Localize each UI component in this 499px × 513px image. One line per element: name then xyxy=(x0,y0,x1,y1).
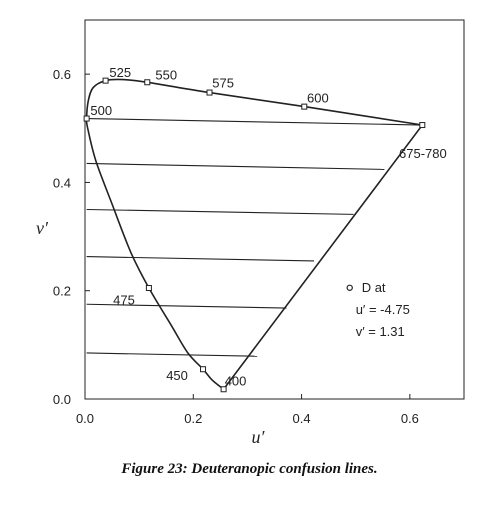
wavelength-marker xyxy=(301,103,308,110)
annotation-line: v′ = 1.31 xyxy=(356,324,405,339)
x-tick-label: 0.4 xyxy=(293,411,311,426)
x-tick-label: 0.0 xyxy=(76,411,94,426)
y-tick-label: 0.2 xyxy=(53,284,71,299)
x-axis-title: u′ xyxy=(252,427,266,447)
confusion-line xyxy=(86,352,258,357)
confusion-line xyxy=(86,303,287,309)
wavelength-label: 525 xyxy=(109,65,131,80)
y-tick-label: 0.4 xyxy=(53,175,71,190)
confusion-line xyxy=(86,117,423,126)
wavelength-marker xyxy=(144,79,151,86)
annotation-line: u′ = -4.75 xyxy=(356,302,410,317)
d-point-annotation: D at u′ = -4.75 v′ = 1.31 xyxy=(346,280,410,339)
wavelength-marker xyxy=(206,89,213,96)
annotation-line: D at xyxy=(362,280,386,295)
axis-ticks: 0.0 0.2 0.4 0.6 0.0 0.2 0.4 0.6 xyxy=(53,67,419,426)
y-tick-label: 0.6 xyxy=(53,67,71,82)
wavelength-label: 550 xyxy=(155,68,177,83)
spectrum-locus-curve xyxy=(85,78,423,390)
x-tick-label: 0.6 xyxy=(401,411,419,426)
figure-caption: Figure 23: Deuteranopic confusion lines. xyxy=(121,461,378,477)
wavelength-label: 450 xyxy=(166,368,188,383)
wavelength-label: 600 xyxy=(307,90,329,105)
wavelength-label: 575 xyxy=(212,76,234,91)
wavelength-marker xyxy=(83,115,90,122)
confusion-line xyxy=(86,208,354,215)
wavelength-label: 400 xyxy=(225,373,247,388)
purple-line xyxy=(222,124,423,390)
wavelength-marker xyxy=(220,386,227,393)
wavelength-markers: 400 450 475 500 525 550 575 600 675-780 xyxy=(83,65,447,393)
axes-frame xyxy=(84,19,465,400)
confusion-lines xyxy=(86,117,423,357)
wavelength-marker xyxy=(102,77,109,84)
wavelength-marker xyxy=(419,122,426,129)
confusion-line xyxy=(86,162,385,170)
wavelength-marker xyxy=(200,366,207,373)
wavelength-label: 675-780 xyxy=(399,146,447,161)
d-point-marker xyxy=(346,284,353,291)
wavelength-marker xyxy=(145,285,152,292)
y-tick-label: 0.0 xyxy=(53,392,71,407)
spectrum-locus xyxy=(85,78,423,390)
x-tick-label: 0.2 xyxy=(184,411,202,426)
confusion-line xyxy=(86,256,315,262)
wavelength-label: 500 xyxy=(90,103,112,118)
y-axis-title: v′ xyxy=(36,218,49,238)
wavelength-label: 475 xyxy=(113,292,135,307)
plot-frame xyxy=(84,19,465,400)
